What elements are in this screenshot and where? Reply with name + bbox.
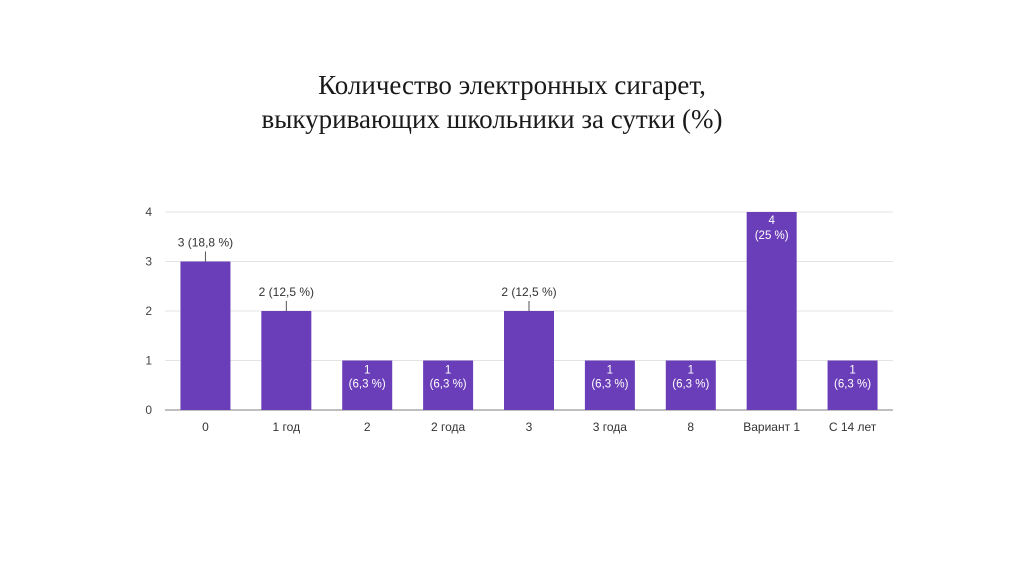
x-tick-label: Вариант 1: [743, 420, 800, 434]
x-tick-label: 2: [364, 420, 371, 434]
x-tick-label: 0: [202, 420, 209, 434]
x-tick-label: С 14 лет: [829, 420, 877, 434]
bar: [342, 360, 393, 410]
data-label-percent: (6,3 %): [349, 379, 386, 391]
data-label: 1: [445, 365, 451, 377]
y-tick-label: 3: [145, 255, 152, 269]
data-label: 2 (12,5 %): [259, 285, 314, 299]
x-tick-label: 2 года: [431, 420, 466, 434]
data-label: 1: [607, 365, 613, 377]
bar: [504, 311, 554, 410]
y-tick-label: 4: [145, 205, 152, 219]
data-label: 3 (18,8 %): [178, 236, 233, 250]
data-label-percent: (6,3 %): [834, 379, 871, 391]
y-axis-ticks: 0 1 2 3 4: [145, 205, 152, 417]
x-axis-ticks: 0 1 год 2 2 года 3 3 года 8 Вариант 1 С 14 лет: [202, 420, 877, 434]
x-tick-label: 3 года: [593, 420, 628, 434]
slide-title-line-2: выкуривающих школьники за сутки (%): [261, 104, 723, 134]
y-tick-label: 1: [145, 354, 152, 368]
y-tick-label: 0: [145, 403, 152, 417]
x-tick-label: 8: [687, 420, 694, 434]
data-label-percent: (6,3 %): [430, 379, 467, 391]
data-label-percent: (25 %): [755, 230, 789, 242]
data-label: 1: [688, 365, 694, 377]
bar: [827, 360, 878, 410]
y-tick-label: 2: [145, 304, 152, 318]
bar: [584, 360, 635, 410]
data-label-percent: (6,3 %): [672, 379, 709, 391]
data-label: 4: [768, 215, 775, 227]
data-label: 2 (12,5 %): [501, 285, 556, 299]
data-labels: 3 (18,8 %) 2 (12,5 %) 1 (6,3 %) 1 (6,3 %) 2 (1…: [178, 215, 871, 391]
data-label-percent: (6,3 %): [591, 379, 628, 391]
bar: [746, 212, 797, 410]
data-label: 1: [364, 365, 370, 377]
bar: [665, 360, 716, 410]
bars: [180, 212, 878, 410]
bar: [180, 261, 231, 410]
slide-title-line-1: Количество электронных сигарет,: [318, 70, 706, 100]
data-label: 1: [849, 365, 855, 377]
bar: [261, 311, 312, 410]
x-tick-label: 3: [526, 420, 533, 434]
bar: [423, 360, 474, 410]
slide-title: Количество электронных сигарет, выкурива…: [0, 68, 1024, 136]
x-tick-label: 1 год: [273, 420, 301, 434]
